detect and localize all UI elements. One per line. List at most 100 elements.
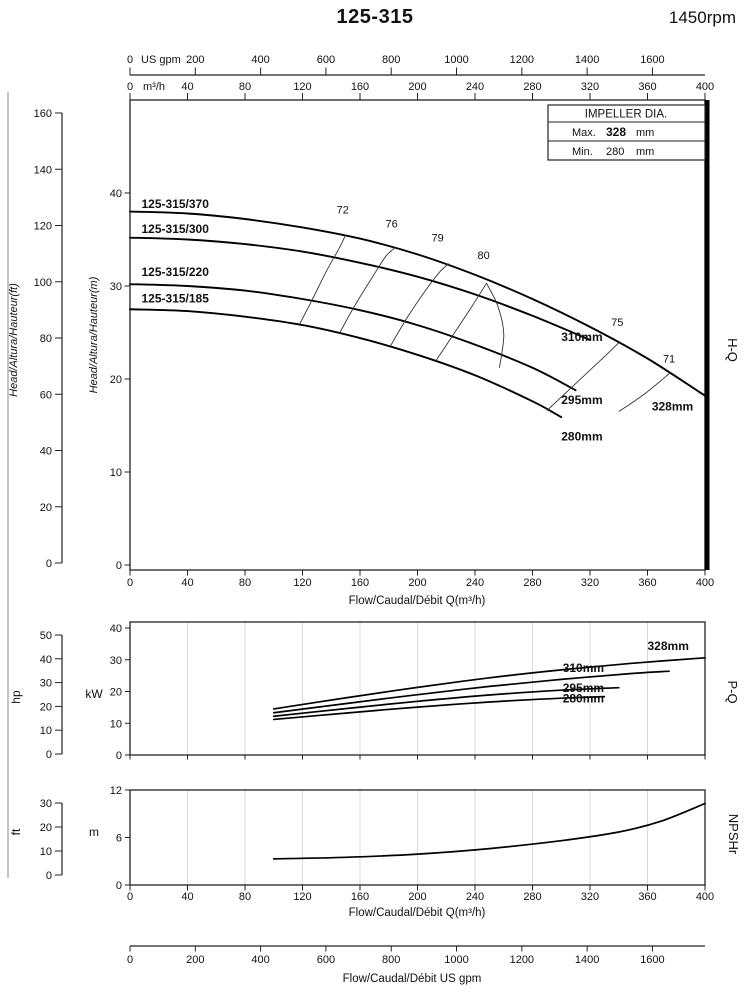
npsh-x-tick-label: 0 [127,891,133,903]
hp-tick-label: 40 [40,654,52,666]
efficiency-label: 76 [386,218,398,230]
npsh-m-tick-label: 6 [116,833,122,845]
gpm-bottom-tick-label: 400 [251,954,269,966]
head-m-axis-label: Head/Altura/Hauteur(m) [88,276,100,393]
rpm-label: 1450rpm [668,8,736,27]
m3h-top-tick-label: 160 [351,81,369,93]
diameter-label: 310mm [561,330,602,344]
page-title: 125-315 [336,6,414,28]
npsh-x-tick-label: 320 [581,891,599,903]
curve-pq-310mm: 310mm [272,661,670,714]
npsh-ft-axis-label: ft [9,828,23,835]
hq-x-tick-label: 240 [466,577,484,589]
hq-x-tick-label: 80 [239,577,251,589]
npsh-x-tick-label: 240 [466,891,484,903]
head-ft-axis-label: Head/Altura/Hauteur(ft) [8,283,20,397]
gpm-top-tick-label: 800 [382,54,400,66]
npsh-side-label: NPSHr [726,814,741,855]
head-ft-tick-label: 60 [40,389,52,401]
impeller-row-unit: mm [636,127,654,139]
curve-pq-328mm: 328mm [272,639,706,710]
npsh-x-tick-label: 160 [351,891,369,903]
efficiency-contour-80: 80 [435,250,490,361]
head-ft-tick-label: 120 [34,221,52,233]
gpm-bottom-axis: 0 200 400 600 800 1000 1200 1400 1600 Flow/Caudal… [127,945,705,985]
gpm-bottom-tick-label: 600 [317,954,335,966]
gpm-bottom-axis-label: Flow/Caudal/Débit US gpm [343,973,482,985]
m3h-top-axis: 0 40 80 120 160 200 240 280 320 360 400 m³/h [127,81,714,100]
gpm-bottom-tick-label: 1000 [444,954,468,966]
impeller-row-value: 328 [606,125,626,139]
m3h-top-tick-label: 0 [127,81,133,93]
gpm-top-unit-label: US gpm [141,54,181,66]
m3h-top-tick-label: 280 [523,81,541,93]
m3h-top-tick-label: 320 [581,81,599,93]
curve-npshr [272,802,706,860]
m3h-top-tick-label: 200 [408,81,426,93]
m3h-top-unit-label: m³/h [143,81,165,93]
npsh-ft-tick-label: 20 [40,822,52,834]
m3h-top-tick-label: 240 [466,81,484,93]
curve-hq-328mm: 125-315/370 328mm [129,197,706,414]
kw-tick-label: 0 [116,750,122,762]
diameter-label: 328mm [652,400,693,414]
head-ft-tick-label: 40 [40,446,52,458]
efficiency-label: 75 [611,317,623,329]
diameter-label: 280mm [561,429,602,443]
npsh-x-tick-label: 120 [293,891,311,903]
gpm-top-tick-label: 1200 [510,54,534,66]
gpm-bottom-tick-label: 200 [186,954,204,966]
head-ft-tick-label: 80 [40,333,52,345]
efficiency-contour-75: 75 [546,317,623,411]
pq-side-label: P-Q [725,680,740,703]
head-m-tick-label: 30 [110,281,122,293]
npsh-x-tick-label: 280 [523,891,541,903]
gpm-bottom-tick-label: 1600 [640,954,664,966]
npsh-x-tick-label: 360 [638,891,656,903]
head-m-tick-label: 0 [116,560,122,572]
gpm-top-tick-label: 1000 [444,54,468,66]
gpm-top-tick-label: 1600 [640,54,664,66]
hp-tick-label: 10 [40,725,52,737]
m3h-top-tick-label: 400 [696,81,714,93]
hp-axis-label: hp [9,690,23,704]
impeller-dia-box: IMPELLER DIA. Max. 328 mm Min. 280 mm [547,104,706,161]
npsh-x-tick-label: 40 [181,891,193,903]
hp-tick-label: 30 [40,678,52,690]
gpm-bottom-tick-label: 1200 [510,954,534,966]
npsh-x-axis-label: Flow/Caudal/Débit Q(m³/h) [349,907,486,919]
hq-x-tick-label: 280 [523,577,541,589]
hq-side-label: H-Q [725,338,740,362]
gpm-bottom-tick-label: 1400 [575,954,599,966]
diameter-label: 310mm [563,661,604,675]
efficiency-contour-76: 76 [339,218,398,333]
efficiency-label: 72 [337,204,349,216]
kw-tick-label: 40 [110,623,122,635]
efficiency-contour-71: 71 [618,353,675,412]
kw-tick-label: 30 [110,655,122,667]
npsh-m-tick-label: 0 [116,880,122,892]
gpm-top-tick-label: 200 [186,54,204,66]
npsh-x-tick-label: 200 [408,891,426,903]
hq-x-tick-label: 160 [351,577,369,589]
npsh-ft-tick-label: 30 [40,798,52,810]
hq-x-tick-label: 40 [181,577,193,589]
diameter-label: 295mm [563,681,604,695]
gpm-top-tick-label: 600 [317,54,335,66]
npsh-m-tick-label: 12 [110,785,122,797]
gpm-top-tick-label: 1400 [575,54,599,66]
head-m-tick-label: 10 [110,467,122,479]
hq-x-tick-label: 0 [127,577,133,589]
npsh-m-axis-label: m [89,825,99,839]
m3h-top-tick-label: 120 [293,81,311,93]
npsh-x-tick-label: 400 [696,891,714,903]
diameter-label: 328mm [648,639,689,653]
curve-hq-280mm: 125-315/185 280mm [129,292,603,443]
impeller-row-label: Max. [572,127,596,139]
head-m-tick-label: 20 [110,374,122,386]
gpm-bottom-tick-label: 0 [127,954,133,966]
impeller-row-unit: mm [636,146,654,158]
